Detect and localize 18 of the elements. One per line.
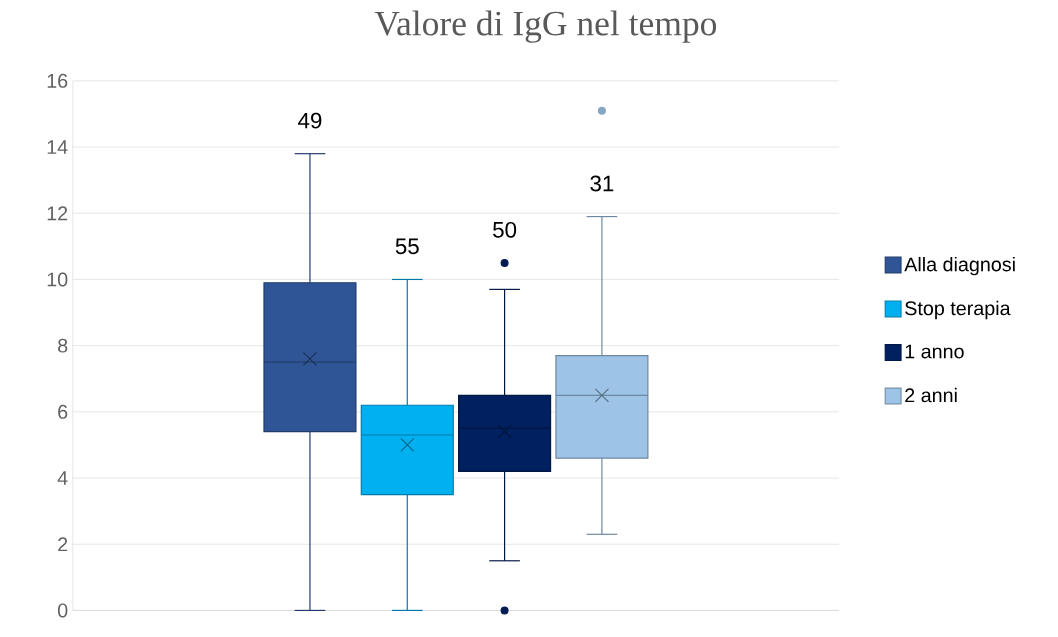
annotation: 49 (298, 112, 322, 129)
legend-label: 2 anni (905, 387, 957, 403)
legend-label: Stop terapia (905, 300, 1011, 320)
y-tick-label: 14 (47, 140, 68, 154)
y-tick-label: 2 (58, 537, 68, 552)
y-tick-label: 8 (58, 338, 68, 353)
y-tick-label: 12 (47, 206, 68, 221)
legend-label: Alla diagnosi (904, 256, 1015, 276)
y-tick-label: 6 (58, 404, 68, 419)
legend-label: 1 anno (905, 344, 964, 359)
annotation: 55 (395, 238, 419, 255)
y-tick-label: 0 (57, 603, 68, 618)
y-tick-label: 16 (47, 73, 68, 88)
y-tick-label: 4 (57, 471, 68, 485)
annotation: 50 (493, 221, 517, 238)
y-tick-label: 10 (47, 272, 68, 287)
annotation: 31 (590, 175, 614, 192)
chart-title: Valore di IgG nel tempo (374, 10, 717, 43)
